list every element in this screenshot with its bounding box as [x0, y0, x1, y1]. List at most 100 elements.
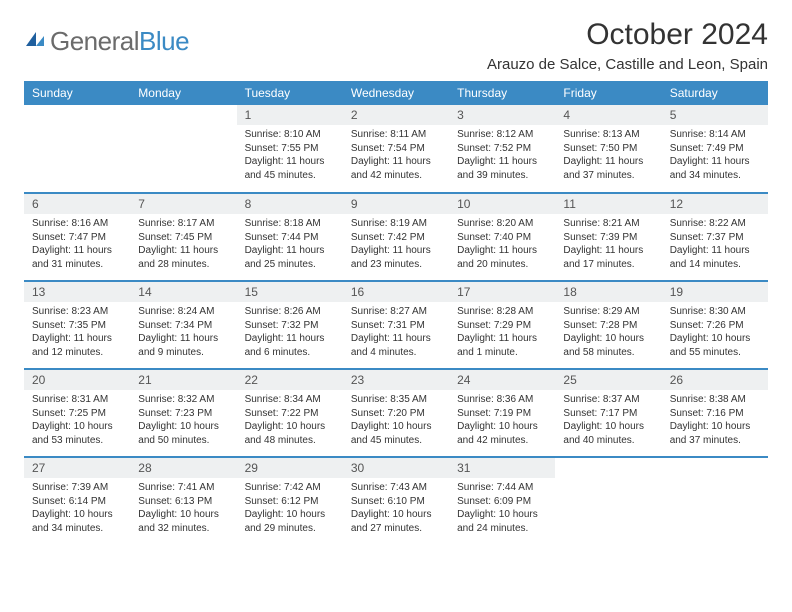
calendar-day-cell: 18Sunrise: 8:29 AMSunset: 7:28 PMDayligh… — [555, 281, 661, 369]
calendar-day-cell: 30Sunrise: 7:43 AMSunset: 6:10 PMDayligh… — [343, 457, 449, 545]
day-number: 17 — [449, 282, 555, 302]
calendar-day-cell — [24, 105, 130, 193]
day-content: Sunrise: 7:44 AMSunset: 6:09 PMDaylight:… — [449, 478, 555, 538]
calendar-day-cell: 22Sunrise: 8:34 AMSunset: 7:22 PMDayligh… — [237, 369, 343, 457]
sunrise-text: Sunrise: 8:23 AM — [32, 305, 122, 319]
day-number: 2 — [343, 105, 449, 125]
day-number: 18 — [555, 282, 661, 302]
daylight-text: Daylight: 11 hours and 1 minute. — [457, 332, 547, 359]
sunset-text: Sunset: 7:45 PM — [138, 231, 228, 245]
sunrise-text: Sunrise: 8:26 AM — [245, 305, 335, 319]
calendar-week-row: 27Sunrise: 7:39 AMSunset: 6:14 PMDayligh… — [24, 457, 768, 545]
daylight-text: Daylight: 11 hours and 45 minutes. — [245, 155, 335, 182]
weekday-header: Saturday — [662, 81, 768, 105]
location: Arauzo de Salce, Castille and Leon, Spai… — [487, 56, 768, 73]
day-number: 8 — [237, 194, 343, 214]
sunset-text: Sunset: 7:17 PM — [563, 407, 653, 421]
weekday-header: Wednesday — [343, 81, 449, 105]
sunset-text: Sunset: 7:32 PM — [245, 319, 335, 333]
calendar-day-cell: 17Sunrise: 8:28 AMSunset: 7:29 PMDayligh… — [449, 281, 555, 369]
sunset-text: Sunset: 7:40 PM — [457, 231, 547, 245]
day-content: Sunrise: 8:37 AMSunset: 7:17 PMDaylight:… — [555, 390, 661, 450]
day-content: Sunrise: 8:16 AMSunset: 7:47 PMDaylight:… — [24, 214, 130, 274]
daylight-text: Daylight: 10 hours and 27 minutes. — [351, 508, 441, 535]
sunrise-text: Sunrise: 8:28 AM — [457, 305, 547, 319]
sunset-text: Sunset: 7:23 PM — [138, 407, 228, 421]
calendar-day-cell: 14Sunrise: 8:24 AMSunset: 7:34 PMDayligh… — [130, 281, 236, 369]
sunset-text: Sunset: 7:55 PM — [245, 142, 335, 156]
logo: GeneralBlue — [24, 26, 189, 57]
day-number: 5 — [662, 105, 768, 125]
sunrise-text: Sunrise: 8:30 AM — [670, 305, 760, 319]
weekday-header: Tuesday — [237, 81, 343, 105]
daylight-text: Daylight: 11 hours and 9 minutes. — [138, 332, 228, 359]
sunset-text: Sunset: 7:19 PM — [457, 407, 547, 421]
sunrise-text: Sunrise: 8:13 AM — [563, 128, 653, 142]
day-content: Sunrise: 8:28 AMSunset: 7:29 PMDaylight:… — [449, 302, 555, 362]
daylight-text: Daylight: 11 hours and 17 minutes. — [563, 244, 653, 271]
day-number: 4 — [555, 105, 661, 125]
calendar-day-cell: 4Sunrise: 8:13 AMSunset: 7:50 PMDaylight… — [555, 105, 661, 193]
header: GeneralBlue October 2024 Arauzo de Salce… — [24, 18, 768, 73]
day-content: Sunrise: 8:29 AMSunset: 7:28 PMDaylight:… — [555, 302, 661, 362]
day-number: 15 — [237, 282, 343, 302]
day-number: 29 — [237, 458, 343, 478]
sunrise-text: Sunrise: 8:22 AM — [670, 217, 760, 231]
title-block: October 2024 Arauzo de Salce, Castille a… — [487, 18, 768, 73]
sunrise-text: Sunrise: 8:17 AM — [138, 217, 228, 231]
calendar-day-cell: 16Sunrise: 8:27 AMSunset: 7:31 PMDayligh… — [343, 281, 449, 369]
day-number: 28 — [130, 458, 236, 478]
day-content: Sunrise: 8:34 AMSunset: 7:22 PMDaylight:… — [237, 390, 343, 450]
sunrise-text: Sunrise: 8:16 AM — [32, 217, 122, 231]
calendar-week-row: 13Sunrise: 8:23 AMSunset: 7:35 PMDayligh… — [24, 281, 768, 369]
calendar-day-cell: 29Sunrise: 7:42 AMSunset: 6:12 PMDayligh… — [237, 457, 343, 545]
daylight-text: Daylight: 11 hours and 12 minutes. — [32, 332, 122, 359]
day-content: Sunrise: 8:18 AMSunset: 7:44 PMDaylight:… — [237, 214, 343, 274]
calendar-week-row: 20Sunrise: 8:31 AMSunset: 7:25 PMDayligh… — [24, 369, 768, 457]
day-number: 7 — [130, 194, 236, 214]
calendar-day-cell: 7Sunrise: 8:17 AMSunset: 7:45 PMDaylight… — [130, 193, 236, 281]
calendar-day-cell: 21Sunrise: 8:32 AMSunset: 7:23 PMDayligh… — [130, 369, 236, 457]
sunrise-text: Sunrise: 8:19 AM — [351, 217, 441, 231]
day-content: Sunrise: 7:39 AMSunset: 6:14 PMDaylight:… — [24, 478, 130, 538]
day-content: Sunrise: 8:35 AMSunset: 7:20 PMDaylight:… — [343, 390, 449, 450]
day-number: 30 — [343, 458, 449, 478]
day-number: 10 — [449, 194, 555, 214]
sunset-text: Sunset: 7:44 PM — [245, 231, 335, 245]
daylight-text: Daylight: 10 hours and 53 minutes. — [32, 420, 122, 447]
sunrise-text: Sunrise: 7:42 AM — [245, 481, 335, 495]
sunrise-text: Sunrise: 8:29 AM — [563, 305, 653, 319]
day-content: Sunrise: 8:19 AMSunset: 7:42 PMDaylight:… — [343, 214, 449, 274]
calendar-day-cell: 13Sunrise: 8:23 AMSunset: 7:35 PMDayligh… — [24, 281, 130, 369]
daylight-text: Daylight: 10 hours and 34 minutes. — [32, 508, 122, 535]
day-content: Sunrise: 8:26 AMSunset: 7:32 PMDaylight:… — [237, 302, 343, 362]
calendar-table: Sunday Monday Tuesday Wednesday Thursday… — [24, 81, 768, 545]
daylight-text: Daylight: 10 hours and 45 minutes. — [351, 420, 441, 447]
daylight-text: Daylight: 10 hours and 40 minutes. — [563, 420, 653, 447]
weekday-header: Sunday — [24, 81, 130, 105]
logo-part1: General — [50, 26, 139, 56]
sunset-text: Sunset: 6:09 PM — [457, 495, 547, 509]
sunrise-text: Sunrise: 8:20 AM — [457, 217, 547, 231]
day-content: Sunrise: 8:11 AMSunset: 7:54 PMDaylight:… — [343, 125, 449, 185]
day-content: Sunrise: 8:13 AMSunset: 7:50 PMDaylight:… — [555, 125, 661, 185]
sunrise-text: Sunrise: 8:34 AM — [245, 393, 335, 407]
weekday-header-row: Sunday Monday Tuesday Wednesday Thursday… — [24, 81, 768, 105]
sunset-text: Sunset: 7:20 PM — [351, 407, 441, 421]
daylight-text: Daylight: 10 hours and 55 minutes. — [670, 332, 760, 359]
sunset-text: Sunset: 7:26 PM — [670, 319, 760, 333]
calendar-day-cell: 25Sunrise: 8:37 AMSunset: 7:17 PMDayligh… — [555, 369, 661, 457]
calendar-day-cell: 6Sunrise: 8:16 AMSunset: 7:47 PMDaylight… — [24, 193, 130, 281]
daylight-text: Daylight: 10 hours and 48 minutes. — [245, 420, 335, 447]
day-number: 27 — [24, 458, 130, 478]
sunrise-text: Sunrise: 8:11 AM — [351, 128, 441, 142]
sunset-text: Sunset: 7:29 PM — [457, 319, 547, 333]
day-content: Sunrise: 8:27 AMSunset: 7:31 PMDaylight:… — [343, 302, 449, 362]
month-title: October 2024 — [487, 18, 768, 52]
calendar-day-cell: 26Sunrise: 8:38 AMSunset: 7:16 PMDayligh… — [662, 369, 768, 457]
sunrise-text: Sunrise: 8:18 AM — [245, 217, 335, 231]
day-content: Sunrise: 8:20 AMSunset: 7:40 PMDaylight:… — [449, 214, 555, 274]
sunset-text: Sunset: 7:50 PM — [563, 142, 653, 156]
sunset-text: Sunset: 7:49 PM — [670, 142, 760, 156]
calendar-day-cell: 12Sunrise: 8:22 AMSunset: 7:37 PMDayligh… — [662, 193, 768, 281]
